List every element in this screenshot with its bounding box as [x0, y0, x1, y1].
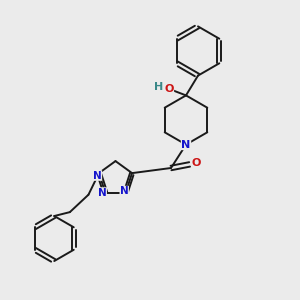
- Text: N: N: [120, 186, 129, 196]
- Text: N: N: [182, 140, 190, 150]
- Text: O: O: [164, 83, 174, 94]
- Text: O: O: [191, 158, 201, 168]
- Text: H: H: [154, 82, 164, 92]
- Text: N: N: [93, 170, 102, 181]
- Text: N: N: [98, 188, 106, 198]
